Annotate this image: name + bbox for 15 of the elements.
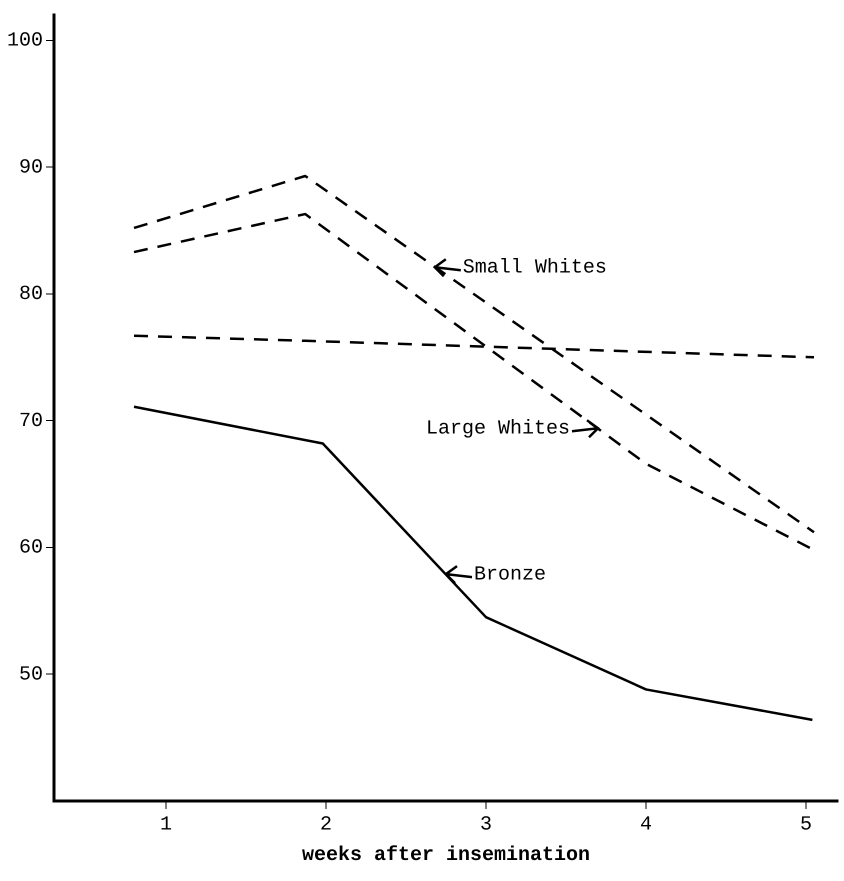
x-tick-label: 3 bbox=[480, 813, 492, 836]
y-tick-label: 70 bbox=[18, 410, 44, 433]
x-tick-label: 4 bbox=[640, 813, 652, 836]
y-tick-label: 60 bbox=[18, 536, 44, 560]
x-axis-title: weeks after insemination bbox=[302, 844, 590, 868]
y-tick-label: 90 bbox=[18, 156, 44, 180]
x-tick-label: 5 bbox=[800, 813, 812, 836]
x-tick-label: 2 bbox=[320, 813, 332, 836]
x-tick-label: 1 bbox=[160, 813, 172, 836]
y-tick-label: 100 bbox=[6, 30, 44, 53]
y-tick-label: 80 bbox=[18, 283, 44, 306]
annotation: Small Whites bbox=[462, 256, 607, 280]
y-tick-label: 50 bbox=[18, 664, 44, 687]
annotation: Large Whites bbox=[426, 418, 570, 441]
annotation: Bronze bbox=[474, 563, 546, 586]
